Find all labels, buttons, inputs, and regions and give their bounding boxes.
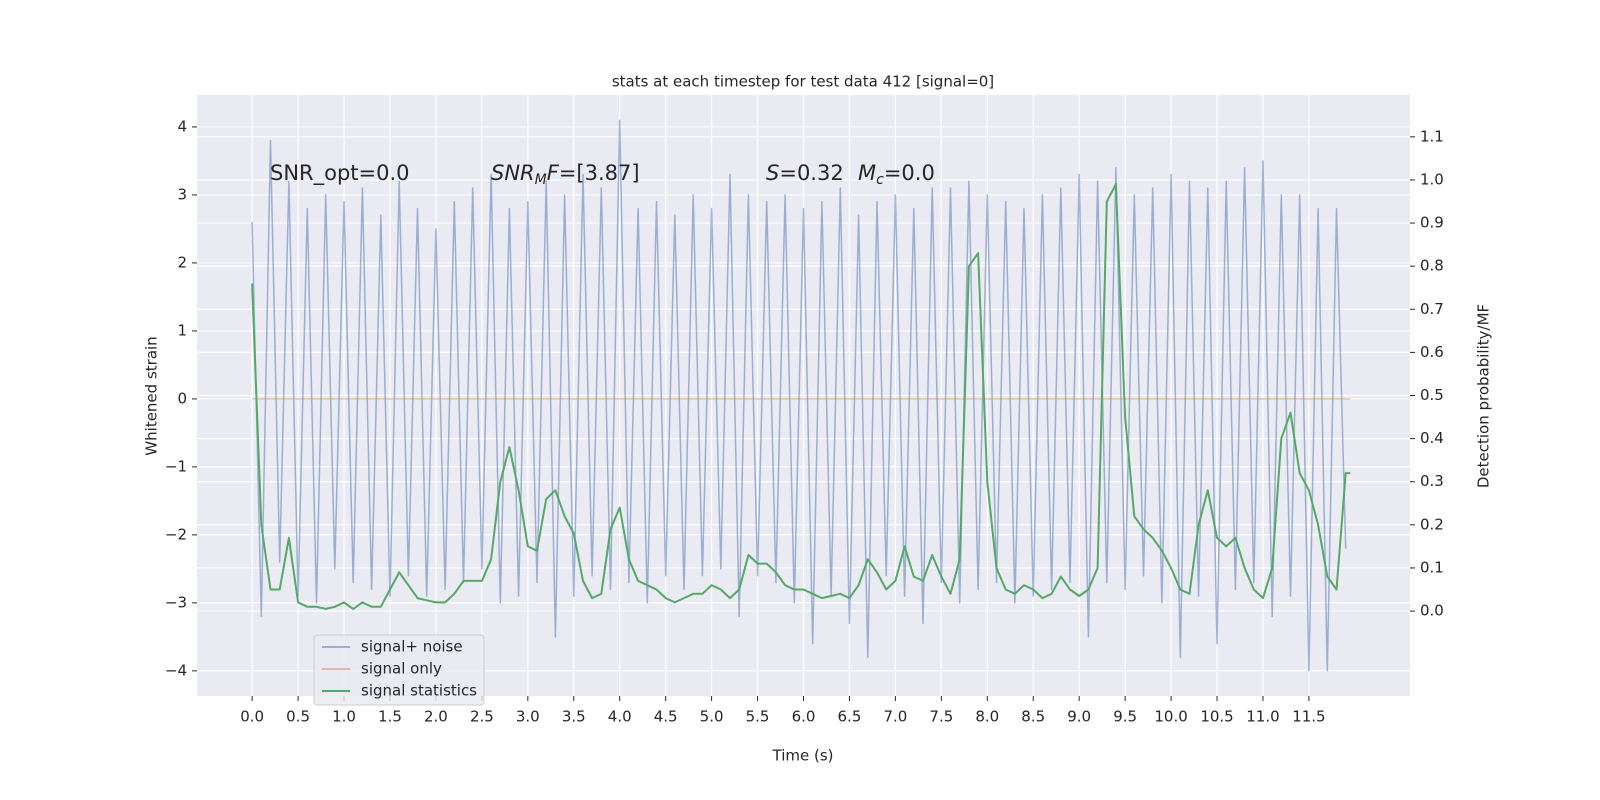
annotation-part: =0.0 bbox=[884, 161, 935, 185]
legend: signal+ noise signal only signal statistic… bbox=[313, 634, 485, 706]
y2-tick-label: 0.4 bbox=[1420, 429, 1444, 447]
x-tick-label: 9.5 bbox=[1113, 708, 1137, 726]
y2-tick-label: 0.7 bbox=[1420, 300, 1444, 318]
x-tick-label: 9.0 bbox=[1067, 708, 1091, 726]
series-line bbox=[251, 183, 1351, 610]
annotation: Mc=0.0 bbox=[858, 161, 935, 188]
annotation-part: F bbox=[547, 161, 560, 185]
y-tick-label: −4 bbox=[165, 661, 187, 679]
y2-tick-label: 1.0 bbox=[1420, 170, 1444, 188]
chart-title: stats at each timestep for test data 412… bbox=[612, 73, 994, 91]
y-tick-label: 3 bbox=[177, 185, 187, 203]
x-axis-label: Time (s) bbox=[772, 747, 834, 765]
x-tick-label: 6.5 bbox=[838, 708, 862, 726]
annotation-part: M bbox=[858, 161, 876, 185]
y2-tick-label: 0.2 bbox=[1420, 515, 1444, 533]
x-tick-label: 5.5 bbox=[746, 708, 770, 726]
annotation-part: SNR_opt=0.0 bbox=[270, 161, 410, 186]
x-tick-label: 10.0 bbox=[1154, 708, 1187, 726]
y2-tick-label: 0.9 bbox=[1420, 214, 1444, 232]
y2-tick-label: 0.0 bbox=[1420, 602, 1444, 620]
x-tick-label: 3.5 bbox=[562, 708, 586, 726]
x-tick-label: 7.0 bbox=[883, 708, 907, 726]
x-tick-label: 0.0 bbox=[240, 708, 264, 726]
annotation: S=0.32 bbox=[766, 161, 844, 185]
annotation-part: =[3.87] bbox=[559, 161, 640, 185]
legend-label: signal statistics bbox=[361, 682, 477, 700]
x-tick-label: 0.5 bbox=[286, 708, 310, 726]
y-tick-label: −3 bbox=[165, 593, 187, 611]
y-tick-label: 0 bbox=[177, 389, 187, 407]
annotation: SNR_opt=0.0 bbox=[270, 161, 410, 186]
x-tick-label: 4.0 bbox=[608, 708, 632, 726]
annotation-part: SNR bbox=[491, 161, 535, 185]
annotation: SNRMF=[3.87] bbox=[491, 161, 640, 188]
legend-label: signal only bbox=[361, 660, 442, 678]
x-tick-label: 1.0 bbox=[332, 708, 356, 726]
y-tick-label: 4 bbox=[177, 117, 187, 135]
legend-box bbox=[313, 634, 485, 706]
y-tick-label: −1 bbox=[165, 457, 187, 475]
x-tick-label: 11.5 bbox=[1292, 708, 1325, 726]
x-tick-label: 10.5 bbox=[1200, 708, 1233, 726]
x-tick-label: 8.0 bbox=[975, 708, 999, 726]
annotation-part: M bbox=[535, 172, 547, 188]
annotation-part: S bbox=[766, 161, 779, 185]
y2-tick-label: 0.3 bbox=[1420, 472, 1444, 490]
x-tick-label: 1.5 bbox=[378, 708, 402, 726]
y-tick-label: 1 bbox=[177, 321, 187, 339]
y-tick-label: −2 bbox=[165, 525, 187, 543]
x-tick-label: 2.0 bbox=[424, 708, 448, 726]
y-tick-label: 2 bbox=[177, 253, 187, 271]
y2-tick-label: 1.1 bbox=[1420, 127, 1444, 145]
y2-tick-label: 0.6 bbox=[1420, 343, 1444, 361]
y2-tick-label: 0.8 bbox=[1420, 257, 1444, 275]
y2-axis-label: Detection probability/MF bbox=[1475, 304, 1493, 488]
y2-tick-label: 0.5 bbox=[1420, 386, 1444, 404]
x-tick-label: 7.5 bbox=[929, 708, 953, 726]
x-tick-label: 5.0 bbox=[700, 708, 724, 726]
legend-label: signal+ noise bbox=[361, 638, 463, 656]
x-tick-label: 4.5 bbox=[654, 708, 678, 726]
y-axis-label: Whitened strain bbox=[143, 336, 161, 455]
y2-tick-label: 0.1 bbox=[1420, 558, 1444, 576]
x-tick-label: 6.0 bbox=[792, 708, 816, 726]
x-tick-label: 3.0 bbox=[516, 708, 540, 726]
x-tick-label: 8.5 bbox=[1021, 708, 1045, 726]
series-line bbox=[251, 119, 1347, 672]
annotation-part: c bbox=[876, 172, 884, 188]
grid bbox=[197, 95, 1410, 696]
annotation-part: =0.32 bbox=[779, 161, 843, 185]
x-tick-label: 2.5 bbox=[470, 708, 494, 726]
x-tick-label: 11.0 bbox=[1246, 708, 1279, 726]
